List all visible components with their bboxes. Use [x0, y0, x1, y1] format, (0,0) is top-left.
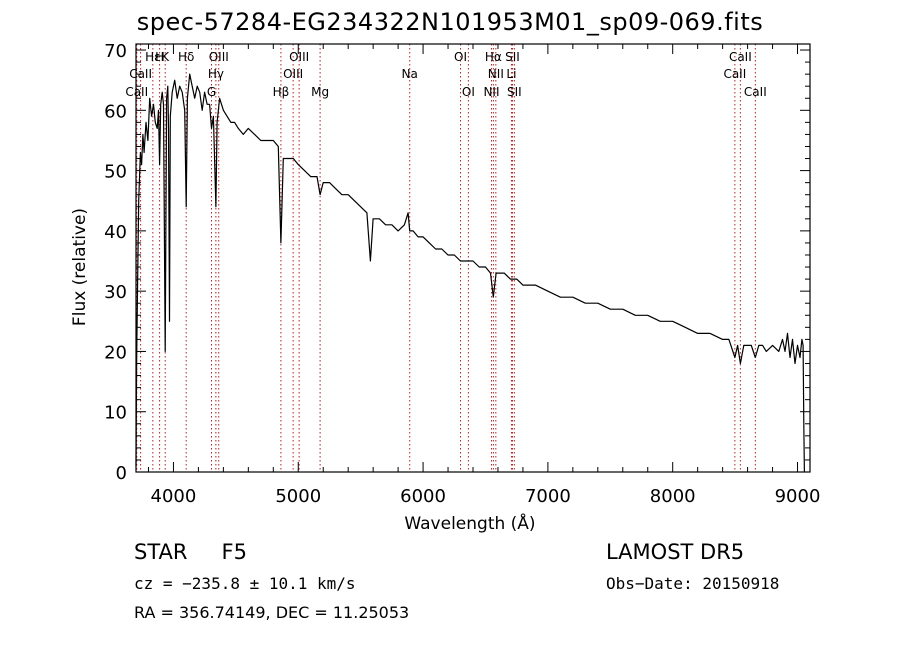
x-tick-label: 5000	[275, 486, 321, 507]
line-label: OI	[462, 85, 475, 99]
y-tick-label: 0	[116, 463, 127, 484]
line-label: G	[207, 85, 216, 99]
x-tick-label: 8000	[650, 486, 696, 507]
survey-name: LAMOST DR5	[606, 540, 745, 564]
coordinates: RA = 356.74149, DEC = 11.25053	[134, 603, 410, 622]
y-axis-label: Flux (relative)	[70, 208, 90, 326]
line-label: Hβ	[273, 85, 290, 99]
line-label: CaII	[125, 85, 148, 99]
y-axis: 0 10 20 30 40 50 60 70	[104, 41, 810, 484]
line-label: NII	[483, 85, 499, 99]
chart-title: spec-57284-EG234322N101953M01_sp09-069.f…	[136, 8, 764, 36]
class-value: STAR	[134, 540, 188, 564]
spectral-line-markers	[136, 44, 756, 472]
line-label: OIII	[283, 67, 303, 81]
y-tick-label: 60	[104, 101, 127, 122]
x-axis-label: Wavelength (Å)	[404, 512, 535, 534]
line-label: OI	[454, 50, 467, 64]
y-tick-label: 50	[104, 162, 127, 183]
line-label: H	[155, 50, 164, 64]
line-label: Hγ	[208, 67, 224, 81]
line-label: Li	[506, 67, 516, 81]
redshift-velocity: cz = −235.8 ± 10.1 km/s	[134, 574, 356, 593]
x-tick-label: 7000	[525, 486, 571, 507]
y-tick-label: 70	[104, 41, 127, 62]
observation-date: Obs−Date: 20150918	[606, 574, 780, 593]
x-axis: 4000 5000 6000 7000 8000 9000	[147, 44, 821, 507]
x-tick-label: 6000	[400, 486, 446, 507]
line-label: Hα	[485, 50, 502, 64]
x-tick-label: 4000	[151, 486, 197, 507]
line-label: CaII	[744, 85, 767, 99]
line-label: Mg	[311, 85, 329, 99]
y-tick-label: 20	[104, 342, 127, 363]
y-tick-label: 30	[104, 282, 127, 303]
line-label: OIII	[209, 50, 229, 64]
line-label: CaII	[729, 50, 752, 64]
line-label: SII	[505, 50, 520, 64]
spectrum-line	[135, 73, 805, 473]
line-label: Hε	[145, 50, 161, 64]
line-label: OIII	[289, 50, 309, 64]
y-tick-label: 10	[104, 403, 127, 424]
line-label: K	[161, 50, 170, 64]
line-label: NII	[488, 67, 504, 81]
x-tick-label: 9000	[775, 486, 821, 507]
object-class: STAR F5	[134, 540, 247, 564]
line-label: CaII	[723, 67, 746, 81]
line-label: Na	[402, 67, 418, 81]
subclass-value: F5	[221, 540, 247, 564]
line-label: SII	[507, 85, 522, 99]
y-tick-label: 40	[104, 222, 127, 243]
line-label: Hδ	[178, 50, 194, 64]
plot-frame	[135, 43, 811, 473]
